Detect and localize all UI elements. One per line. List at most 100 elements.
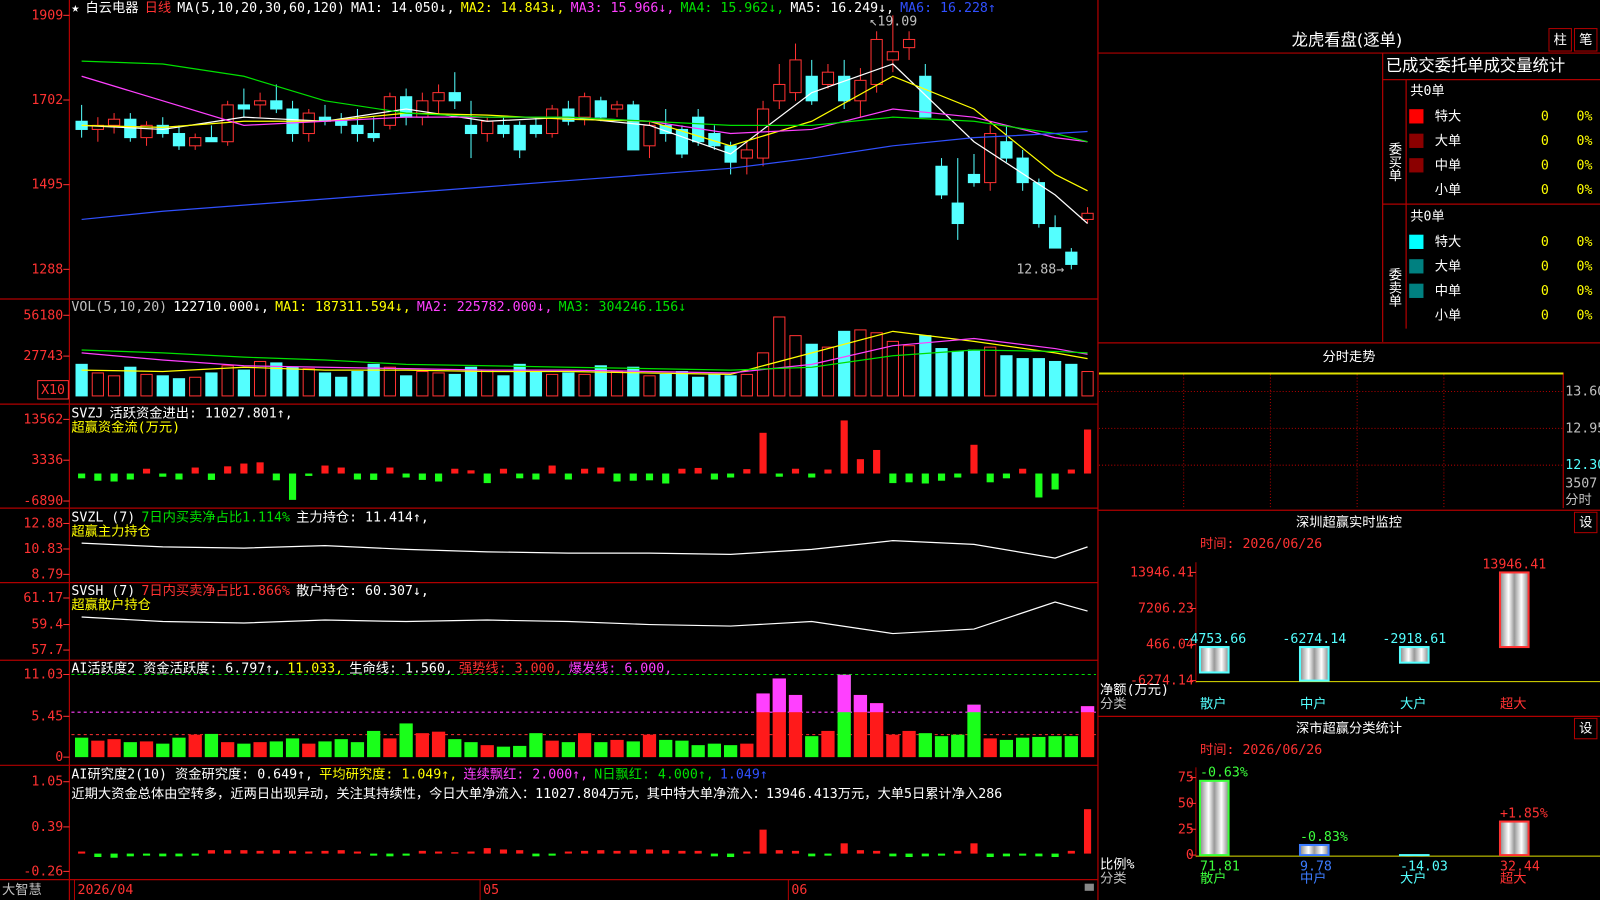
header-item: AI活跃度2 资金活跃度: 6.797↑, <box>71 660 281 676</box>
volume-bar <box>464 366 478 397</box>
flow-bar <box>629 850 637 854</box>
flow-bar <box>937 473 946 481</box>
volume-bar <box>367 363 380 397</box>
flow-bar <box>986 853 994 858</box>
flow-bar <box>402 853 410 856</box>
activity-burst <box>837 674 851 713</box>
candle-body <box>854 79 867 102</box>
activity-bar <box>561 742 575 758</box>
category-bar <box>1298 843 1330 857</box>
flow-bar <box>1002 473 1010 479</box>
flow-bar <box>370 473 378 480</box>
candle-body <box>335 120 348 126</box>
y-tick-label: 25 <box>1178 822 1194 837</box>
flow-bar <box>824 469 832 474</box>
category-label: 超大 <box>1500 871 1527 887</box>
header-item: 7日内买卖净占比1.866% <box>141 583 290 599</box>
y-tick-label: 1495 <box>31 178 63 193</box>
candle-body <box>935 165 948 196</box>
row-name: 小单 <box>1435 307 1462 323</box>
activity-bar <box>431 731 446 758</box>
y-tick-label: 3336 <box>31 453 63 468</box>
candle-body <box>773 83 786 102</box>
flow-bar <box>775 850 783 854</box>
activity-bar <box>75 737 89 758</box>
volume-bar <box>967 349 981 397</box>
y-tick-label: 59.4 <box>31 618 63 633</box>
flow-bar <box>451 468 459 474</box>
y-tick-label: 1.05 <box>31 775 63 790</box>
flow-bar <box>581 468 589 474</box>
category-bar <box>1298 646 1330 682</box>
flow-bar <box>532 853 540 857</box>
flow-bar <box>824 853 832 856</box>
activity-bar <box>269 741 283 758</box>
candle-body <box>627 104 640 151</box>
flow-bar <box>78 851 86 854</box>
volume-bar <box>140 373 153 397</box>
candle-body <box>740 149 753 159</box>
y-tick-label: -6274.14 <box>1130 674 1194 689</box>
row-ratio: 0% <box>1577 183 1593 198</box>
toggle-button[interactable]: 笔 <box>1579 32 1592 48</box>
flow-bar <box>288 473 297 500</box>
flow-bar <box>1083 809 1092 854</box>
activity-bar <box>480 745 494 758</box>
time-stamp: 时间: 2026/06/26 <box>1200 742 1322 758</box>
candle-body <box>189 137 202 147</box>
flow-bar <box>710 473 718 480</box>
activity-bar <box>253 742 267 758</box>
ma-line <box>81 540 1088 559</box>
activity-burst <box>756 693 770 713</box>
y-tick-label: 13.60 <box>1565 384 1600 399</box>
category-label: 散户 <box>1200 870 1227 887</box>
candle-body <box>675 128 689 155</box>
flow-bar <box>775 473 783 477</box>
activity-bar <box>172 737 186 758</box>
value-label: 9.78 <box>1300 859 1332 874</box>
volume-bar <box>497 375 510 397</box>
candle-body <box>1000 141 1013 159</box>
axis-label: 净额(万元) <box>1100 682 1169 698</box>
settings-button[interactable]: 设 <box>1579 721 1592 737</box>
flow-bar <box>1035 473 1043 498</box>
header-item: MA1: 14.050↓, <box>351 1 455 16</box>
category-label: 散户 <box>1200 695 1227 712</box>
header-item: N日飘红: 4.000↑, <box>594 766 714 782</box>
activity-bar <box>1064 736 1078 758</box>
activity-bar <box>659 739 673 758</box>
header-item: VOL(5,10,20) <box>71 300 167 315</box>
activity-bar <box>529 733 543 758</box>
activity-bar <box>188 734 202 758</box>
activity-bar <box>1016 737 1030 758</box>
flow-bar <box>78 473 86 479</box>
candle-body <box>984 133 997 184</box>
flow-bar <box>954 473 962 478</box>
flow-bar <box>548 465 556 474</box>
candle-body <box>821 71 835 85</box>
flow-bar <box>467 851 475 854</box>
volume-bar <box>805 343 818 397</box>
flow-bar <box>467 470 475 474</box>
activity-bar <box>415 733 429 758</box>
activity-bar <box>91 740 105 758</box>
activity-bar <box>967 704 981 758</box>
toggle-button[interactable]: 柱 <box>1554 32 1567 48</box>
header-item: 122710.000↓, <box>173 300 269 315</box>
flow-bar <box>337 467 345 474</box>
candle-body <box>497 124 510 135</box>
activity-bar <box>496 746 511 758</box>
row-ratio: 0% <box>1577 235 1593 250</box>
category-bar <box>1398 854 1430 857</box>
header-item: 散户持仓: 60.307↓, <box>296 582 429 599</box>
panel-title: 龙虎看盘(逐单) <box>1292 30 1403 49</box>
volume-bar <box>286 366 299 397</box>
flow-bar <box>678 850 686 854</box>
settings-button[interactable]: 设 <box>1579 514 1592 530</box>
activity-burst <box>1080 706 1095 713</box>
activity-bar <box>334 739 348 758</box>
flow-bar <box>94 473 102 481</box>
y-tick-label: 56180 <box>23 308 63 323</box>
candle-body <box>643 124 656 147</box>
